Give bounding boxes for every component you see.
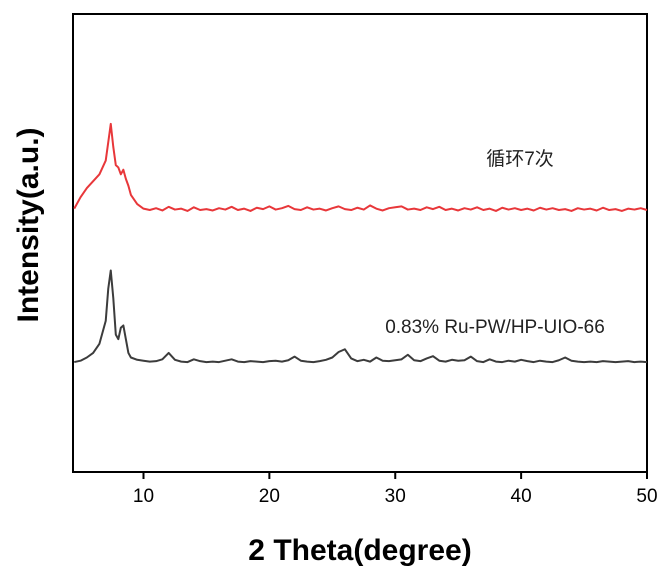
y-axis-title: Intensity(a.u.) (12, 127, 45, 322)
series-line (74, 269, 648, 364)
x-tick-label: 20 (259, 486, 280, 507)
x-tick-label: 50 (636, 486, 657, 507)
x-axis-title: 2 Theta(degree) (248, 534, 471, 567)
x-tick-label: 40 (511, 486, 532, 507)
x-tick-label: 30 (385, 486, 406, 507)
series-label: 循环7次 (486, 148, 554, 170)
plot-frame (72, 13, 648, 473)
x-tick-label: 10 (133, 486, 154, 507)
series-label: 0.83% Ru-PW/HP-UIO-66 (385, 317, 605, 338)
series-line (73, 122, 648, 212)
